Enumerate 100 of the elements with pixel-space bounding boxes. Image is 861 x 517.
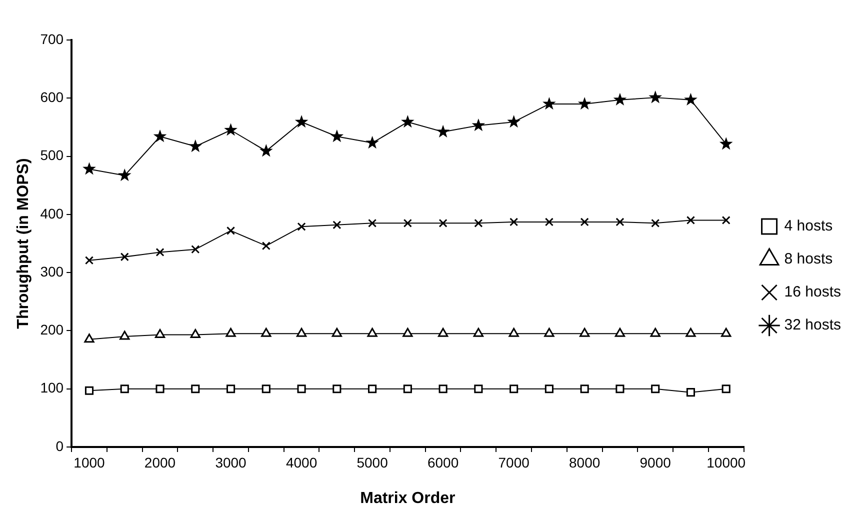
point bbox=[84, 256, 94, 265]
point bbox=[403, 384, 412, 394]
point bbox=[297, 222, 306, 231]
point bbox=[330, 130, 344, 142]
point bbox=[190, 329, 200, 338]
point bbox=[156, 248, 164, 257]
point bbox=[226, 226, 236, 235]
point bbox=[616, 384, 624, 394]
point bbox=[722, 384, 730, 394]
point bbox=[510, 384, 518, 394]
point bbox=[438, 328, 448, 337]
point bbox=[156, 384, 164, 394]
y-tick-label: 500 bbox=[40, 147, 64, 164]
point bbox=[651, 384, 660, 394]
point bbox=[542, 96, 556, 110]
point bbox=[332, 384, 342, 394]
y-tick-label: 600 bbox=[40, 89, 64, 105]
point bbox=[368, 384, 377, 394]
y-tick-label: 700 bbox=[40, 30, 64, 47]
point bbox=[614, 328, 626, 337]
point bbox=[721, 328, 732, 337]
point bbox=[472, 118, 486, 132]
point bbox=[332, 328, 342, 337]
x-tick-label: 2000 bbox=[144, 454, 176, 470]
point bbox=[436, 124, 450, 138]
point bbox=[722, 216, 730, 225]
point bbox=[580, 218, 589, 226]
point bbox=[118, 168, 132, 182]
point bbox=[296, 328, 307, 337]
point bbox=[580, 328, 590, 337]
point bbox=[191, 384, 200, 394]
point bbox=[367, 328, 378, 337]
x-tick-label: 1000 bbox=[74, 454, 106, 470]
legend-label: 16 hosts bbox=[784, 284, 842, 301]
point bbox=[402, 328, 413, 337]
point bbox=[544, 218, 554, 226]
point bbox=[616, 218, 624, 226]
point bbox=[294, 114, 308, 128]
point bbox=[226, 328, 236, 337]
point bbox=[544, 384, 554, 394]
point bbox=[648, 90, 662, 104]
x-tick-label: 9000 bbox=[640, 454, 672, 470]
point bbox=[191, 245, 200, 254]
x-tick-label: 6000 bbox=[427, 454, 459, 470]
legend-label: 32 hosts bbox=[784, 316, 842, 334]
point bbox=[651, 218, 660, 228]
y-tick-label: 0 bbox=[56, 438, 64, 454]
point bbox=[84, 386, 94, 395]
point bbox=[262, 242, 270, 250]
x-tick-label: 7000 bbox=[498, 454, 530, 470]
x-tick-label: 4000 bbox=[286, 454, 318, 470]
point bbox=[438, 218, 448, 228]
y-tick-label: 100 bbox=[40, 380, 64, 396]
y-tick-label: 300 bbox=[40, 263, 64, 280]
point bbox=[613, 92, 627, 106]
point bbox=[474, 218, 483, 228]
point bbox=[578, 96, 592, 110]
point bbox=[650, 328, 660, 337]
point bbox=[84, 334, 94, 343]
point bbox=[508, 328, 519, 337]
point bbox=[510, 218, 518, 226]
point bbox=[507, 114, 520, 128]
point bbox=[262, 384, 270, 394]
point bbox=[474, 384, 483, 394]
x-tick-label: 10000 bbox=[706, 454, 746, 470]
point bbox=[368, 218, 377, 228]
x-tick-label: 5000 bbox=[356, 454, 388, 470]
x-axis-title: Matrix Order bbox=[360, 490, 456, 507]
legend-label: 4 hosts bbox=[784, 218, 833, 235]
point bbox=[120, 384, 129, 394]
point bbox=[332, 220, 342, 230]
point bbox=[82, 162, 96, 175]
point bbox=[366, 136, 379, 149]
point bbox=[473, 328, 484, 337]
point bbox=[261, 328, 272, 337]
point bbox=[120, 252, 129, 262]
point bbox=[226, 384, 236, 394]
point bbox=[297, 384, 306, 394]
x-tick-label: 3000 bbox=[215, 454, 247, 470]
point bbox=[154, 329, 166, 338]
point bbox=[403, 218, 412, 228]
point bbox=[224, 123, 238, 136]
point bbox=[120, 330, 130, 340]
point bbox=[544, 328, 554, 337]
point bbox=[401, 114, 414, 128]
point bbox=[259, 144, 273, 157]
point bbox=[438, 384, 448, 394]
point bbox=[719, 137, 733, 150]
x-tick-label: 8000 bbox=[569, 454, 600, 470]
point bbox=[686, 328, 696, 337]
y-tick-label: 200 bbox=[40, 322, 64, 338]
point bbox=[580, 384, 589, 394]
point bbox=[686, 388, 696, 397]
point bbox=[684, 92, 698, 106]
point bbox=[686, 216, 696, 225]
point bbox=[188, 139, 202, 152]
legend-label: 8 hosts bbox=[784, 250, 833, 268]
y-axis-title: Throughput (in MOPS) bbox=[15, 158, 32, 329]
y-tick-label: 400 bbox=[40, 205, 64, 222]
point bbox=[153, 130, 167, 142]
